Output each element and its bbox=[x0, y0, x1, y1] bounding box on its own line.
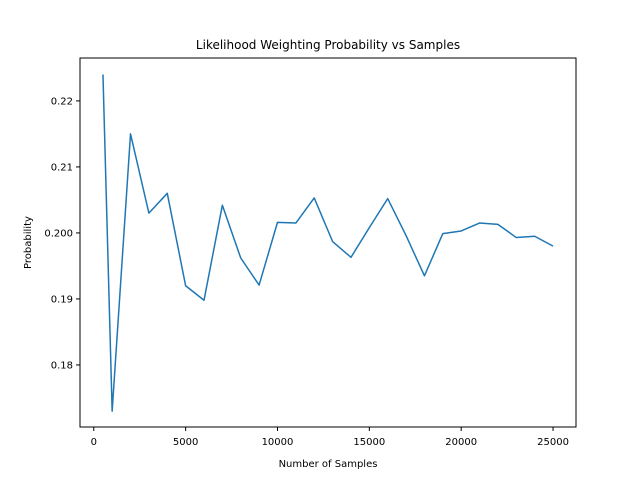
y-tick-label: 0.22 bbox=[51, 96, 73, 107]
series-line bbox=[102, 74, 554, 412]
x-axis-ticks: 0 5000 10000 15000 20000 25000 bbox=[91, 427, 569, 448]
y-tick-label: 0.200 bbox=[44, 228, 73, 239]
series-layer bbox=[102, 74, 554, 412]
y-axis-label: Probability bbox=[23, 216, 34, 269]
chart-title: Likelihood Weighting Probability vs Samp… bbox=[196, 38, 460, 52]
x-tick-label: 10000 bbox=[262, 437, 294, 448]
y-tick-label: 0.19 bbox=[51, 294, 73, 305]
x-tick-label: 20000 bbox=[445, 437, 477, 448]
plot-area-frame bbox=[79, 57, 577, 428]
y-axis-ticks: 0.18 0.19 0.200 0.21 0.22 bbox=[44, 96, 80, 371]
x-tick-label: 0 bbox=[91, 437, 97, 448]
x-tick-label: 25000 bbox=[537, 437, 569, 448]
y-tick-label: 0.18 bbox=[51, 360, 73, 371]
x-tick-label: 15000 bbox=[353, 437, 385, 448]
y-tick-label: 0.21 bbox=[51, 162, 73, 173]
x-tick-label: 5000 bbox=[173, 437, 198, 448]
x-axis-label: Number of Samples bbox=[279, 459, 378, 470]
